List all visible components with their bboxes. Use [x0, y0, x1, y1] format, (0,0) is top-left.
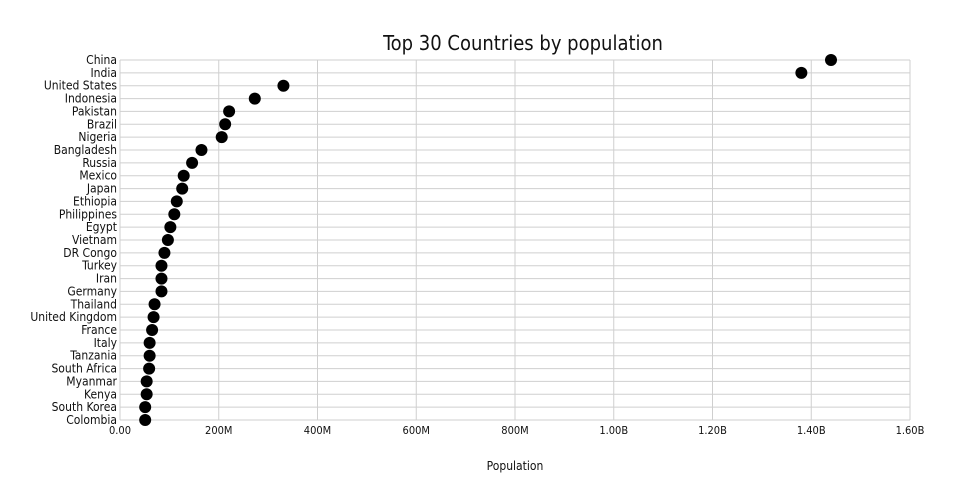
y-tick-label: France [81, 323, 117, 337]
y-tick-label: Egypt [86, 220, 117, 234]
y-tick-label: Turkey [81, 259, 118, 273]
y-tick-label: United States [44, 79, 117, 93]
data-point [223, 105, 236, 118]
data-point [168, 208, 181, 221]
y-tick-label: Colombia [66, 413, 117, 427]
x-tick-label: 0.00 [109, 424, 131, 437]
y-tick-label: South Africa [51, 362, 117, 376]
data-point [795, 66, 808, 79]
y-tick-label: China [86, 53, 117, 67]
y-tick-label: Italy [94, 336, 118, 350]
data-point [195, 144, 208, 156]
data-point [143, 349, 156, 362]
data-point [164, 221, 177, 234]
data-points [139, 54, 837, 426]
x-tick-label: 200M [205, 424, 232, 437]
data-point [248, 92, 261, 105]
data-point [148, 298, 161, 311]
y-tick-label: Japan [86, 182, 117, 196]
grid [119, 59, 911, 421]
x-tick-label: 800M [501, 424, 528, 437]
y-tick-label: India [91, 66, 118, 80]
y-tick-label: Ethiopia [73, 194, 117, 208]
data-point [177, 169, 190, 182]
data-point [146, 324, 159, 336]
y-tick-label: Tanzania [69, 349, 117, 363]
y-tick-label: Bangladesh [54, 143, 117, 157]
y-tick-label: United Kingdom [30, 310, 117, 324]
data-point [158, 246, 171, 259]
data-point [143, 362, 156, 375]
y-tick-label: Myanmar [66, 374, 117, 388]
data-point [825, 54, 837, 66]
data-point [186, 156, 199, 169]
data-point [155, 272, 168, 285]
y-tick-label: Vietnam [72, 233, 117, 247]
y-tick-label: Mexico [79, 169, 117, 183]
y-tick-label: Indonesia [65, 92, 117, 106]
x-tick-label: 1.40B [797, 424, 826, 437]
x-axis-tick-labels: 0.00 200M 400M 600M 800M 1.00B 1.20B 1.40B 1.60B [109, 424, 925, 437]
data-point [219, 118, 232, 131]
y-tick-label: Pakistan [72, 104, 117, 118]
data-point [139, 414, 152, 426]
x-axis-title: Population [487, 459, 544, 473]
data-point [155, 285, 168, 298]
y-tick-label: Russia [82, 156, 117, 170]
data-point [215, 131, 228, 144]
chart-title: Top 30 Countries by population [382, 31, 663, 55]
data-point [161, 234, 174, 246]
data-point [155, 259, 168, 272]
y-tick-label: South Korea [52, 400, 117, 414]
y-tick-label: Kenya [84, 387, 117, 401]
data-point [277, 79, 290, 92]
y-tick-label: Philippines [59, 207, 118, 221]
y-tick-label: Iran [96, 272, 117, 286]
y-tick-label: Brazil [87, 117, 117, 131]
x-tick-label: 1.60B [896, 424, 925, 437]
data-point [147, 311, 160, 324]
data-point [140, 375, 153, 388]
data-point [176, 182, 189, 195]
data-point [139, 401, 152, 414]
data-point [170, 195, 183, 208]
x-tick-label: 1.00B [599, 424, 628, 437]
y-tick-label: DR Congo [63, 246, 117, 260]
x-tick-label: 1.20B [698, 424, 727, 437]
x-tick-label: 600M [403, 424, 430, 437]
y-tick-label: Nigeria [78, 130, 117, 144]
data-point [140, 388, 153, 401]
x-tick-label: 400M [304, 424, 331, 437]
y-tick-label: Germany [67, 284, 117, 298]
y-tick-label: Thailand [70, 297, 117, 311]
data-point [143, 336, 156, 349]
